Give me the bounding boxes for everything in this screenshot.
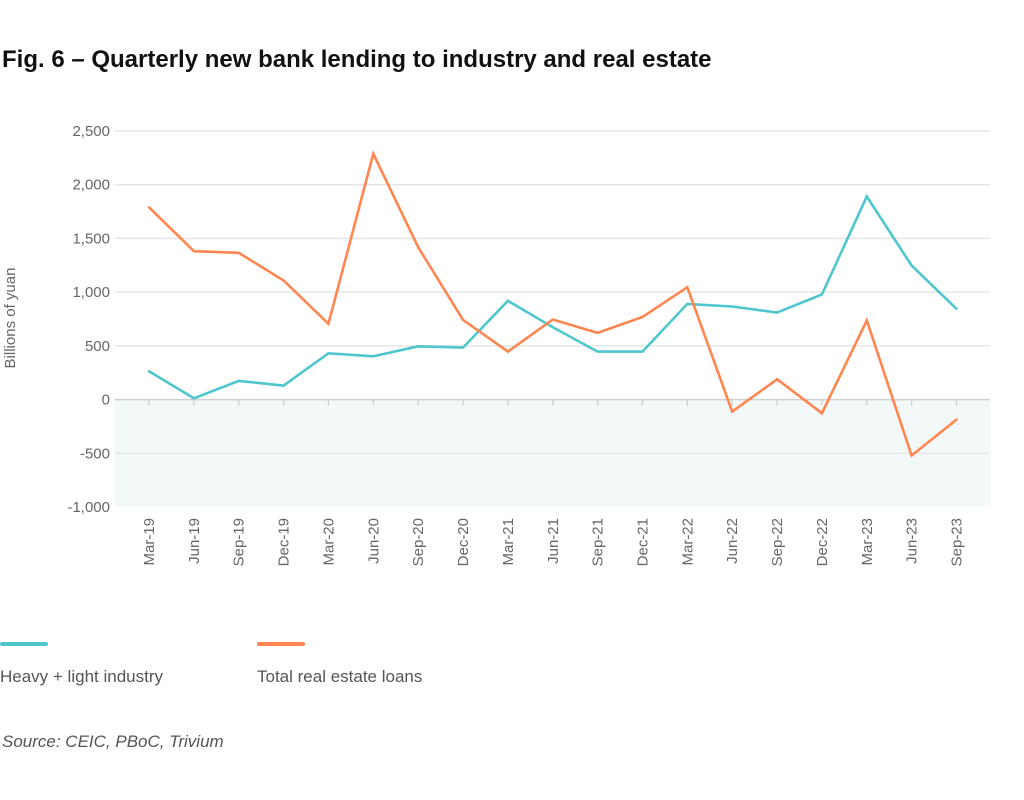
series-line-industry [148, 193, 958, 400]
y-tick-label: 0 [102, 392, 110, 409]
data-point [147, 206, 151, 209]
data-point [282, 279, 285, 282]
y-axis-label: Billions of yuan [2, 268, 19, 369]
x-tick-label: Jun-19 [186, 518, 203, 564]
data-point [955, 418, 958, 421]
x-tick-label: Dec-21 [634, 518, 651, 566]
data-point [372, 152, 375, 155]
data-point [686, 286, 689, 289]
y-tick-label: 2,000 [72, 177, 110, 194]
source-note: Source: CEIC, PBoC, Trivium [2, 732, 224, 751]
x-tick-label: Sep-23 [949, 518, 966, 566]
line-chart: 2,500 2,000 1,500 1,000 500 0 -500 -1,000 Mar-1… [2, 123, 990, 566]
data-point [820, 412, 824, 415]
data-point [551, 326, 554, 329]
x-tick-label: Jun-22 [724, 518, 741, 564]
data-point [237, 251, 240, 255]
data-point [327, 352, 330, 355]
data-point [596, 350, 599, 353]
data-point [506, 299, 510, 303]
x-tick-label: Sep-22 [769, 518, 786, 566]
series-lines [147, 150, 958, 458]
x-tick-label: Jun-21 [545, 518, 562, 564]
data-point [237, 379, 240, 383]
data-point [596, 331, 599, 335]
x-tick-label: Mar-23 [859, 518, 876, 566]
data-point [461, 318, 465, 322]
x-tick-label: Sep-21 [590, 518, 607, 566]
legend-label-real-estate: Total real estate loans [257, 667, 423, 686]
data-point [416, 246, 420, 249]
data-point [641, 315, 644, 319]
data-point [686, 302, 689, 306]
y-tick-label: -1,000 [67, 499, 110, 516]
data-point [282, 384, 285, 387]
data-point [147, 370, 151, 373]
x-tick-label: Dec-19 [276, 518, 293, 566]
x-tick-label: Jun-23 [904, 518, 921, 564]
data-point [865, 195, 868, 198]
y-tick-label: 2,500 [72, 123, 110, 140]
x-tick-label: Dec-22 [814, 518, 831, 566]
data-point [955, 307, 958, 310]
y-axis-ticks: 2,500 2,000 1,500 1,000 500 0 -500 -1,000 [67, 123, 110, 516]
x-tick-label: Mar-21 [500, 518, 517, 566]
data-point [910, 264, 913, 267]
x-tick-label: Mar-19 [141, 518, 158, 566]
x-tick-label: Jun-20 [365, 518, 382, 564]
y-tick-label: 1,000 [72, 284, 110, 301]
data-point [416, 345, 420, 348]
legend-swatch-real-estate [257, 642, 305, 646]
data-point [641, 350, 644, 353]
data-point [327, 322, 330, 326]
x-tick-label: Dec-20 [455, 518, 472, 566]
x-tick-label: Mar-22 [679, 518, 696, 566]
x-tick-label: Sep-19 [231, 518, 248, 566]
data-point [775, 311, 779, 314]
data-point [910, 454, 913, 457]
data-point [775, 378, 779, 381]
data-point [730, 305, 734, 308]
chart-title: Fig. 6 – Quarterly new bank lending to i… [2, 46, 712, 73]
data-point [551, 318, 554, 321]
y-tick-label: -500 [80, 445, 110, 462]
data-point [865, 319, 868, 322]
data-point [192, 397, 196, 400]
legend-item-industry: Heavy + light industry [0, 642, 163, 687]
data-point [372, 355, 375, 358]
data-point [730, 410, 734, 413]
data-point [506, 350, 510, 353]
legend-swatch-industry [0, 642, 48, 646]
data-point [820, 293, 824, 296]
legend-item-real-estate: Total real estate loans [257, 642, 422, 687]
x-tick-label: Sep-20 [410, 518, 427, 566]
data-point [461, 346, 465, 349]
legend-label-industry: Heavy + light industry [0, 667, 163, 686]
x-axis-ticks: Mar-19 Jun-19 Sep-19 Dec-19 Mar-20 Jun-20 Sep-… [141, 399, 966, 566]
y-tick-label: 1,500 [72, 230, 110, 247]
data-point [192, 250, 196, 253]
x-tick-label: Mar-20 [320, 518, 337, 566]
y-tick-label: 500 [85, 338, 110, 355]
gridlines [115, 130, 990, 455]
